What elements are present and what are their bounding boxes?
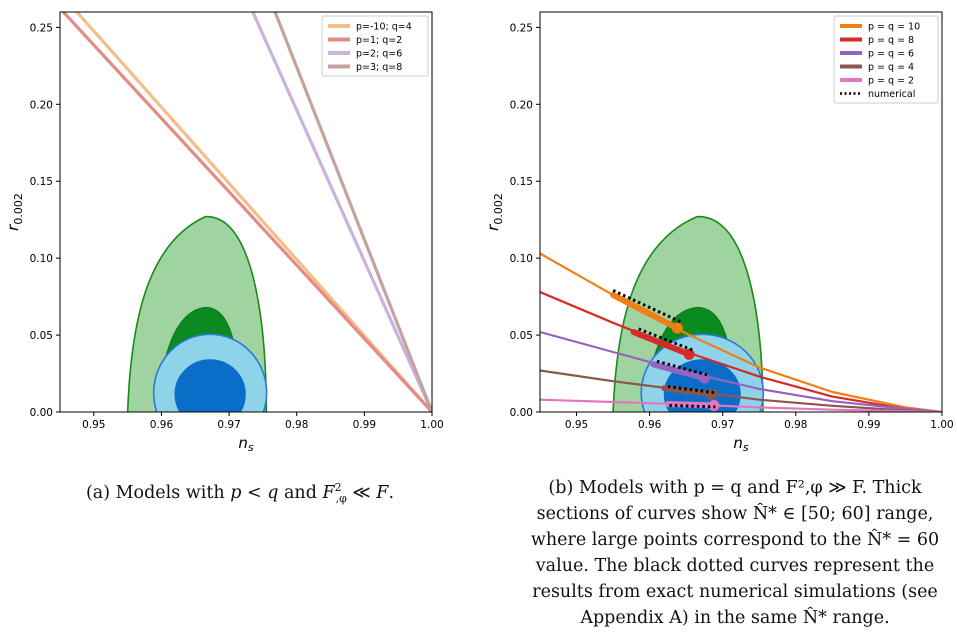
series-line-1 — [75, 12, 432, 412]
y-tick-label: 0.20 — [30, 99, 53, 111]
y-axis-label: r0.002 — [4, 193, 25, 231]
y-tick-label: 0.25 — [510, 22, 533, 34]
y-tick-label: 0.15 — [30, 176, 53, 188]
y-axis-label: r0.002 — [484, 193, 505, 231]
y-tick-label: 0.00 — [510, 407, 533, 419]
series-thick-section-3 — [650, 361, 708, 382]
y-tick-label: 0.00 — [30, 407, 53, 419]
caption-b-line5: results from exact numerical simulations… — [532, 582, 938, 602]
series-line-5 — [540, 398, 942, 412]
x-tick-label: 1.00 — [420, 419, 443, 431]
y-tick-label: 0.10 — [510, 253, 533, 265]
caption-a-p: p — [230, 482, 242, 503]
series-point-3 — [698, 372, 710, 384]
caption-b: (b) Models with p = q and F²,φ ≫ F. Thic… — [500, 475, 957, 631]
y-tick-label: 0.25 — [30, 22, 53, 34]
series-line-3 — [251, 12, 432, 412]
y-tick-label: 0.05 — [510, 330, 533, 342]
legend-box — [321, 15, 429, 77]
caption-b-line6: Appendix A) in the same N̂* range. — [580, 608, 890, 628]
numerical-dotted-curve-3 — [656, 359, 709, 377]
legend-label: p=3; q=8 — [356, 62, 402, 73]
legend-label: p=1; q=2 — [356, 35, 402, 46]
x-tick-label: 1.00 — [930, 419, 953, 431]
caption-a-lt: < — [241, 482, 268, 503]
caption-a-end: . — [388, 482, 395, 503]
x-tick-label: 0.96 — [150, 419, 174, 431]
series-point-4 — [706, 388, 718, 400]
series-thick-section-1 — [610, 292, 681, 332]
series-point-1 — [671, 322, 683, 334]
caption-a-text: (a) Models with — [85, 482, 231, 503]
x-tick-label: 0.98 — [285, 419, 308, 431]
legend-label: p = q = 4 — [868, 62, 914, 73]
caption-a-q: q — [267, 482, 279, 503]
x-tick-label: 0.97 — [711, 419, 734, 431]
x-tick-label: 0.95 — [565, 419, 588, 431]
caption-a-sup: 2 — [334, 481, 342, 494]
series-thick-section-4 — [661, 385, 715, 398]
y-tick-label: 0.15 — [510, 176, 533, 188]
x-tick-label: 0.98 — [784, 419, 807, 431]
series-thick-section-5 — [664, 401, 717, 409]
series-thick-section-2 — [630, 329, 693, 358]
plot-area — [540, 215, 942, 412]
legend-label: numerical — [868, 89, 915, 100]
panel-a: 0.95 0.96 0.97 0.98 0.99 1.00 0.00 0.05 0.10 0.15… — [4, 11, 444, 454]
x-tick-label: 0.99 — [857, 419, 880, 431]
axes-frame — [59, 11, 433, 413]
caption-a-sub: ,φ — [335, 492, 347, 506]
caption-a-F2: F — [376, 482, 389, 503]
y-tick-label: 0.05 — [30, 330, 53, 342]
series-line-2 — [62, 12, 432, 412]
x-tick-label: 0.99 — [353, 419, 376, 431]
legend-label: p = q = 8 — [868, 35, 914, 46]
x-tick-label: 0.97 — [217, 419, 240, 431]
series-point-2 — [683, 348, 695, 360]
legend-label: p=2; q=6 — [356, 49, 402, 60]
x-axis-label: ns — [238, 434, 254, 454]
numerical-dotted-curve-2 — [638, 327, 695, 352]
series-line-4 — [273, 12, 432, 412]
caption-a-F: F — [322, 482, 335, 503]
legend-label: p = q = 6 — [868, 49, 914, 60]
legend-label: p = q = 10 — [868, 22, 920, 33]
caption-a-rel: ≪ — [346, 482, 377, 503]
caption-b-line3: where large points correspond to the N̂*… — [530, 530, 940, 550]
panel-b: 0.95 0.96 0.97 0.98 0.99 1.00 0.00 0.05 0.10 0.15… — [484, 11, 954, 454]
series-line-3 — [540, 330, 942, 412]
caption-a-and: and — [278, 482, 323, 503]
x-tick-label: 0.95 — [82, 419, 105, 431]
axes-frame — [539, 11, 943, 413]
numerical-dotted-curve-1 — [612, 289, 684, 325]
legend-label: p=-10; q=4 — [356, 22, 412, 33]
caption-b-line1: (b) Models with p = q and F²,φ ≫ F. Thic… — [548, 478, 922, 498]
y-tick-label: 0.10 — [30, 253, 53, 265]
numerical-dotted-curve-5 — [669, 403, 716, 409]
bk-1sigma-contour — [174, 359, 246, 412]
x-tick-label: 0.96 — [638, 419, 662, 431]
caption-b-line4: value. The black dotted curves represent… — [535, 556, 935, 576]
x-axis-label: ns — [733, 434, 749, 454]
caption-a: (a) Models with p < q and F2,φ ≪ F. — [30, 475, 450, 512]
numerical-dotted-curve-4 — [667, 385, 716, 395]
y-tick-label: 0.20 — [510, 99, 533, 111]
caption-b-line2: sections of curves show N̂* ∈ [50; 60] r… — [536, 504, 934, 524]
legend-label: p = q = 2 — [868, 76, 914, 87]
figure: 0.95 0.96 0.97 0.98 0.99 1.00 0.00 0.05 0.10 0.15… — [4, 11, 954, 454]
plot-area — [62, 12, 432, 412]
